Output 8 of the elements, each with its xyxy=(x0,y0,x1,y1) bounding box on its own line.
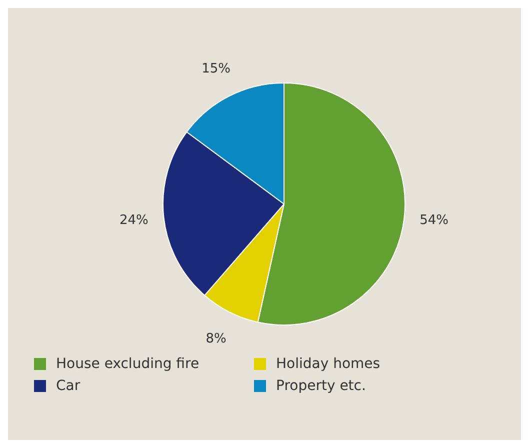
data-label: 8% xyxy=(206,331,226,346)
data-label: 54% xyxy=(420,212,449,228)
legend-label: Car xyxy=(55,378,82,394)
legend-label: Property etc. xyxy=(275,378,367,394)
legend-label: Holiday homes xyxy=(275,356,382,372)
legend-label: House excluding fire xyxy=(55,356,200,372)
data-label: 24% xyxy=(119,212,148,228)
data-label: 15% xyxy=(202,62,231,77)
